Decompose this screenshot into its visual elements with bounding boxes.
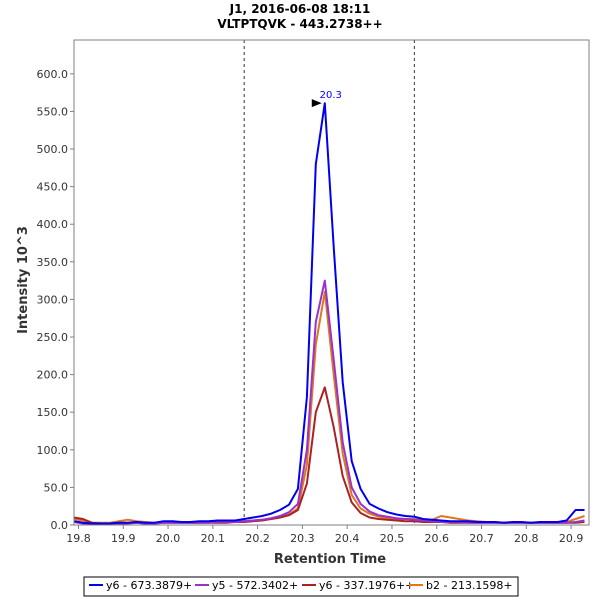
- plot-area: [73, 39, 590, 526]
- x-tick-label: 20.5: [380, 532, 405, 545]
- y-axis-label: Intensity 10^3: [16, 226, 31, 334]
- x-tick-label: 20.3: [290, 532, 315, 545]
- chart-title: J1, 2016-06-08 18:11: [229, 2, 371, 16]
- legend-entries: y6 - 673.3879+ y5 - 572.3402+ y6 - 337.197…: [89, 579, 513, 592]
- y-tick-label: 350.0: [37, 256, 69, 269]
- legend-label: y5 - 572.3402+: [212, 579, 298, 592]
- tick-marks: [70, 73, 572, 529]
- peak-boundaries: [243, 40, 415, 525]
- legend-label: b2 - 213.1598+: [426, 579, 513, 592]
- series-line-2: [73, 386, 585, 525]
- y-tick-label: 550.0: [37, 105, 69, 118]
- peak-annotation: 20.3: [311, 90, 342, 108]
- x-tick-label: 20.0: [156, 532, 181, 545]
- y-tick-label: 200.0: [37, 369, 69, 382]
- x-tick-label: 19.9: [111, 532, 136, 545]
- y-tick-label: 400.0: [37, 218, 69, 231]
- x-tick-label: 20.9: [559, 532, 584, 545]
- y-tick-label: 50.0: [44, 481, 69, 494]
- peak-label: 20.3: [320, 90, 342, 101]
- x-tick-label: 20.4: [335, 532, 360, 545]
- y-tick-label: 600.0: [37, 68, 69, 81]
- y-tick-label: 0.0: [51, 519, 69, 532]
- y-tick-label: 250.0: [37, 331, 69, 344]
- x-tick-label: 20.1: [201, 532, 226, 545]
- y-tick-labels: 0.0 50.0 100.0 150.0 200.0 250.0 300.0 350.0 400…: [37, 68, 69, 532]
- y-tick-label: 450.0: [37, 181, 69, 194]
- series-line-0: [73, 102, 585, 525]
- x-axis-label: Retention Time: [274, 552, 386, 567]
- legend: [83, 576, 519, 597]
- x-tick-label: 20.6: [424, 532, 449, 545]
- peak-arrow-icon: [311, 99, 322, 108]
- x-tick-label: 20.8: [514, 532, 539, 545]
- series-line-1: [73, 279, 585, 525]
- x-tick-label: 20.2: [245, 532, 270, 545]
- chart-subtitle: VLTPTQVK - 443.2738++: [217, 17, 382, 31]
- y-tick-label: 300.0: [37, 293, 69, 306]
- x-tick-labels: 19.8 19.9 20.0 20.1 20.2 20.3 20.4 20.5 20.6 20.7…: [66, 532, 583, 545]
- legend-label: y6 - 673.3879+: [106, 579, 192, 592]
- series-lines: [73, 102, 585, 525]
- x-tick-label: 20.7: [469, 532, 494, 545]
- legend-label: y6 - 337.1976++: [319, 579, 414, 592]
- y-tick-label: 100.0: [37, 444, 69, 457]
- y-tick-label: 150.0: [37, 406, 69, 419]
- y-tick-label: 500.0: [37, 143, 69, 156]
- x-tick-label: 19.8: [66, 532, 91, 545]
